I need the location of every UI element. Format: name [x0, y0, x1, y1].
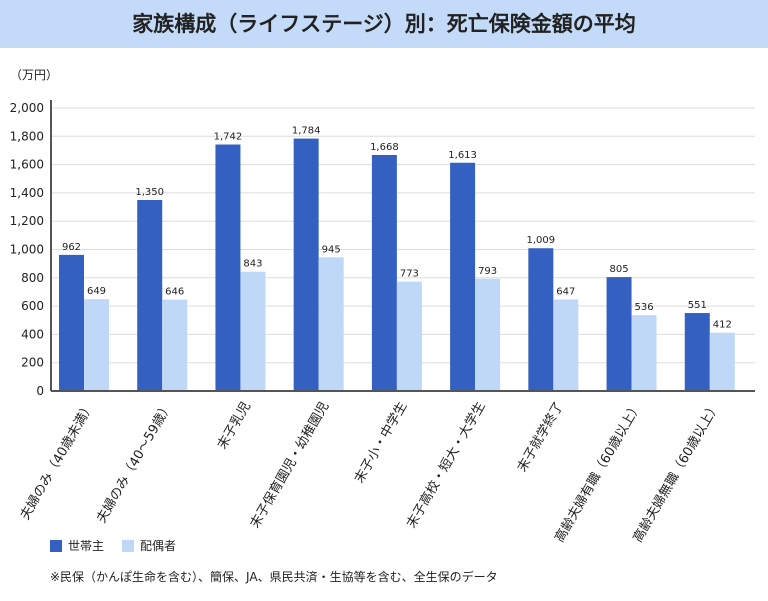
- y-tick-label: 0: [36, 384, 44, 398]
- x-tick-label: 末子就学終了: [514, 399, 567, 475]
- y-tick-label: 400: [21, 327, 44, 341]
- footnote: ※民保（かんぽ生命を含む）、簡保、JA、県民共済・生協等を含む、全生保のデータ: [50, 570, 498, 584]
- y-tick-label: 2,000: [10, 101, 44, 115]
- bar-head: [450, 162, 476, 391]
- data-label: 1,784: [292, 126, 321, 137]
- x-tick-label: 夫婦のみ（40〜59歳）: [93, 399, 175, 526]
- bar-spouse: [84, 299, 109, 391]
- bar-spouse: [475, 278, 501, 391]
- data-label: 1,668: [370, 142, 399, 153]
- data-label: 412: [713, 320, 732, 331]
- chart-title: 家族構成（ライフステージ）別：死亡保険金額の平均: [0, 0, 768, 48]
- bar-head: [59, 254, 84, 391]
- bar-spouse: [162, 299, 188, 391]
- x-tick-label: 末子乳児: [215, 400, 254, 453]
- data-label: 646: [165, 287, 184, 298]
- bar-spouse: [709, 332, 735, 391]
- data-label: 793: [478, 266, 497, 277]
- legend-label-head: 世帯主: [68, 539, 105, 553]
- data-label: 843: [243, 259, 262, 270]
- data-label: 1,742: [214, 132, 243, 143]
- data-label: 773: [400, 269, 419, 280]
- bar-head: [684, 313, 710, 391]
- bar-head: [371, 154, 397, 391]
- x-tick-label: 末子小・中学生: [351, 399, 410, 486]
- data-label: 805: [610, 264, 629, 275]
- y-tick-label: 600: [21, 299, 44, 313]
- bar-head: [528, 248, 554, 391]
- bar-spouse: [553, 299, 579, 391]
- bar-spouse: [396, 281, 422, 391]
- data-label: 536: [635, 302, 654, 313]
- legend-label-spouse: 配偶者: [140, 539, 177, 553]
- y-tick-label: 1,000: [10, 243, 44, 257]
- legend: 世帯主 配偶者: [50, 537, 176, 554]
- data-label: 1,350: [135, 187, 164, 198]
- bar-spouse: [240, 271, 266, 391]
- data-label: 945: [322, 244, 341, 255]
- data-label: 1,009: [527, 235, 556, 246]
- bar-head: [137, 199, 163, 391]
- y-axis-unit: （万円）: [10, 68, 59, 82]
- y-tick-label: 1,200: [10, 214, 44, 228]
- x-tick-label: 末子保育園児・幼稚園児: [247, 399, 332, 531]
- legend-swatch-head: [50, 539, 62, 552]
- y-tick-label: 800: [21, 271, 44, 285]
- data-label: 551: [688, 300, 707, 311]
- data-label: 649: [87, 286, 106, 297]
- data-label: 962: [62, 242, 81, 253]
- x-tick-label: 夫婦のみ（40歳未満）: [17, 399, 98, 523]
- bar-head: [215, 144, 241, 391]
- y-tick-label: 200: [21, 356, 44, 370]
- y-tick-label: 1,400: [10, 186, 44, 200]
- y-tick-label: 1,800: [10, 129, 44, 143]
- x-tick-label: 末子高校・短大・大学生: [403, 399, 488, 531]
- bar-head: [293, 138, 319, 391]
- bar-spouse: [631, 315, 657, 391]
- legend-swatch-spouse: [122, 539, 135, 552]
- x-tick-label: 高齢夫婦無職（60歳以上）: [630, 399, 724, 545]
- bar-spouse: [318, 257, 344, 391]
- x-tick-label: 高齢夫婦有職（60歳以上）: [552, 399, 646, 545]
- data-label: 647: [556, 286, 575, 297]
- bar-head: [606, 277, 632, 391]
- data-label: 1,613: [448, 150, 477, 161]
- y-tick-label: 1,600: [10, 158, 44, 172]
